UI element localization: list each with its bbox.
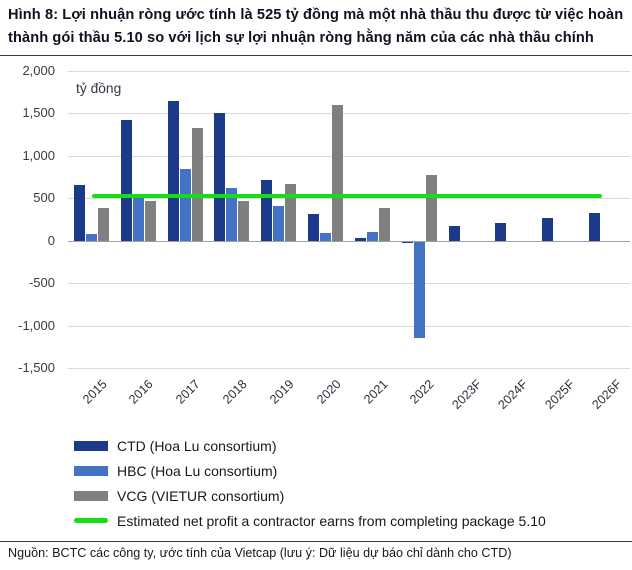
- legend-label: Estimated net profit a contractor earns …: [117, 512, 546, 529]
- source-note: Nguồn: BCTC các công ty, ước tính của Vi…: [8, 546, 512, 560]
- y-tick-label: -500: [28, 275, 55, 291]
- y-tick-label: 500: [33, 190, 55, 206]
- legend-item: CTD (Hoa Lu consortium): [74, 433, 546, 458]
- x-tick-label-2021: 2021: [360, 377, 391, 407]
- legend-label: VCG (VIETUR consortium): [117, 487, 285, 504]
- bar-ctd-2022: [401, 241, 413, 244]
- y-tick-label: 2,000: [22, 63, 55, 78]
- figure-title: Hình 8: Lợi nhuận ròng ước tính là 525 t…: [8, 7, 624, 46]
- bar-ctd-2017: [167, 100, 179, 241]
- x-tick-label-2016: 2016: [126, 377, 157, 407]
- gridline: [68, 283, 630, 285]
- x-tick-label-2023f: 2023F: [449, 377, 484, 412]
- gridline: [68, 198, 630, 200]
- y-axis-unit-label: tỷ đồng: [76, 81, 122, 96]
- bar-hbc-2019: [273, 206, 285, 241]
- x-tick-label-2024f: 2024F: [495, 377, 531, 412]
- legend-line-swatch: [74, 518, 108, 523]
- bar-ctd-2020: [308, 213, 320, 241]
- y-tick-label: -1,500: [18, 360, 55, 375]
- x-tick-label-2022: 2022: [407, 377, 438, 407]
- bar-vcg-2016: [144, 200, 156, 241]
- gridline: [68, 113, 630, 115]
- bar-hbc-2017: [179, 168, 191, 241]
- title-divider: [0, 55, 632, 56]
- legend-swatch: [74, 465, 108, 476]
- bar-hbc-2022: [413, 241, 425, 339]
- legend-label: CTD (Hoa Lu consortium): [117, 437, 277, 454]
- bar-ctd-2016: [120, 120, 132, 241]
- legend-item: VCG (VIETUR consortium): [74, 483, 546, 508]
- reference-line: [92, 194, 602, 199]
- x-tick-label-2025f: 2025F: [542, 377, 578, 412]
- x-tick-label-2017: 2017: [173, 377, 203, 407]
- legend-item: HBC (Hoa Lu consortium): [74, 458, 546, 483]
- chart-legend: CTD (Hoa Lu consortium) HBC (Hoa Lu conso…: [74, 433, 546, 533]
- bar-vcg-2018: [238, 200, 250, 241]
- bar-vcg-2022: [425, 174, 437, 241]
- x-tick-label-2026f: 2026F: [589, 377, 625, 412]
- y-tick-label: 1,000: [22, 147, 55, 163]
- y-tick-label: 0: [47, 232, 55, 248]
- legend-swatch: [74, 440, 108, 451]
- bar-vcg-2017: [191, 127, 203, 241]
- bar-ctd-2023f: [448, 226, 460, 241]
- x-tick-label-2020: 2020: [313, 377, 344, 407]
- bar-vcg-2015: [97, 207, 109, 241]
- bar-vcg-2019: [285, 183, 297, 241]
- bar-hbc-2016: [132, 194, 144, 241]
- bar-hbc-2020: [320, 233, 332, 241]
- bar-hbc-2015: [85, 233, 97, 241]
- bar-ctd-2015: [73, 184, 85, 241]
- bar-hbc-2018: [226, 188, 238, 241]
- bar-ctd-2018: [214, 112, 226, 241]
- y-tick-label: 1,500: [22, 105, 55, 121]
- plot-area: tỷ đồng: [68, 71, 630, 369]
- gridline: [68, 368, 630, 369]
- footer-divider: [0, 541, 632, 542]
- bar-ctd-2026f: [589, 212, 601, 241]
- y-tick-label: -1,000: [18, 317, 55, 333]
- bar-ctd-2019: [261, 180, 273, 241]
- bar-ctd-2025f: [542, 217, 554, 241]
- bar-ctd-2024f: [495, 222, 507, 241]
- gridline: [68, 325, 630, 327]
- zero-axis-line: [68, 240, 630, 242]
- legend-item-reference-line: Estimated net profit a contractor earns …: [74, 508, 546, 533]
- x-tick-label-2015: 2015: [79, 377, 110, 407]
- x-tick-label-2018: 2018: [220, 377, 250, 407]
- bar-vcg-2020: [332, 104, 344, 241]
- bar-hbc-2021: [366, 232, 378, 241]
- x-tick-label-2019: 2019: [267, 377, 297, 407]
- legend-swatch: [74, 490, 108, 501]
- gridline: [68, 71, 630, 72]
- bar-vcg-2021: [378, 208, 390, 241]
- legend-label: HBC (Hoa Lu consortium): [117, 462, 278, 479]
- gridline: [68, 155, 630, 157]
- bar-ctd-2021: [354, 237, 366, 241]
